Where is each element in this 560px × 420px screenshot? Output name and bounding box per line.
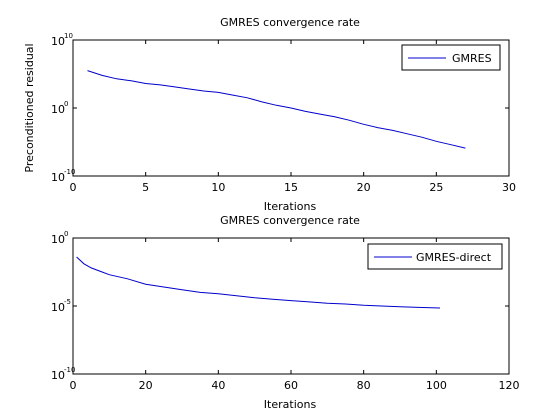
chart-top-x-label: Iterations — [264, 200, 317, 213]
chart-top-x-tick-label: 10 — [211, 181, 225, 194]
chart-top-x-tick-label: 20 — [357, 181, 371, 194]
chart-top-y-tick-label: 10 — [51, 171, 65, 184]
chart-bottom-x-tick-label: 60 — [284, 379, 298, 392]
chart-bottom-title: GMRES convergence rate — [220, 214, 360, 227]
chart-top-series-gmres — [88, 71, 466, 149]
chart-bottom-y-tick-label: 10 — [51, 369, 65, 382]
chart-bottom-x-tick-label: 80 — [357, 379, 371, 392]
chart-bottom: GMRES convergence rate 0 20 40 60 80 100 120 1… — [51, 214, 520, 411]
chart-top-title: GMRES convergence rate — [220, 16, 360, 29]
chart-bottom-y-tick-exponent: 0 — [64, 230, 68, 238]
chart-top-legend-label: GMRES — [452, 52, 492, 65]
chart-top: GMRES convergence rate 0 5 10 15 20 25 30 10 10… — [23, 16, 516, 213]
chart-bottom-x-tick-label: 120 — [499, 379, 520, 392]
chart-top-y-tick-label: 10 — [51, 103, 65, 116]
chart-bottom-y-tick-exponent: -10 — [64, 366, 75, 374]
chart-top-y-tick-exponent: -10 — [64, 168, 75, 176]
chart-bottom-y-tick-exponent: -5 — [64, 298, 71, 306]
chart-bottom-y-tick-label: 10 — [51, 233, 65, 246]
chart-bottom-x-tick-label: 20 — [139, 379, 153, 392]
chart-top-y-tick-label: 10 — [51, 35, 65, 48]
chart-top-y-tick-exponent: 10 — [64, 32, 73, 40]
chart-bottom-x-tick-label: 0 — [70, 379, 77, 392]
chart-bottom-x-tick-label: 40 — [211, 379, 225, 392]
chart-bottom-y-tick-label: 10 — [51, 301, 65, 314]
chart-bottom-x-label: Iterations — [264, 398, 317, 411]
chart-top-x-tick-label: 0 — [70, 181, 77, 194]
chart-top-x-tick-label: 25 — [429, 181, 443, 194]
chart-bottom-legend: GMRES-direct — [368, 244, 502, 269]
chart-top-legend: GMRES — [402, 45, 500, 70]
chart-top-x-tick-label: 5 — [142, 181, 149, 194]
chart-top-x-tick-label: 30 — [502, 181, 516, 194]
chart-bottom-x-tick-label: 100 — [426, 379, 447, 392]
chart-bottom-legend-label: GMRES-direct — [416, 251, 492, 264]
chart-top-y-tick-exponent: 0 — [64, 100, 68, 108]
chart-top-y-label: Preconditioned residual — [23, 43, 36, 172]
chart-top-x-tick-label: 15 — [284, 181, 298, 194]
